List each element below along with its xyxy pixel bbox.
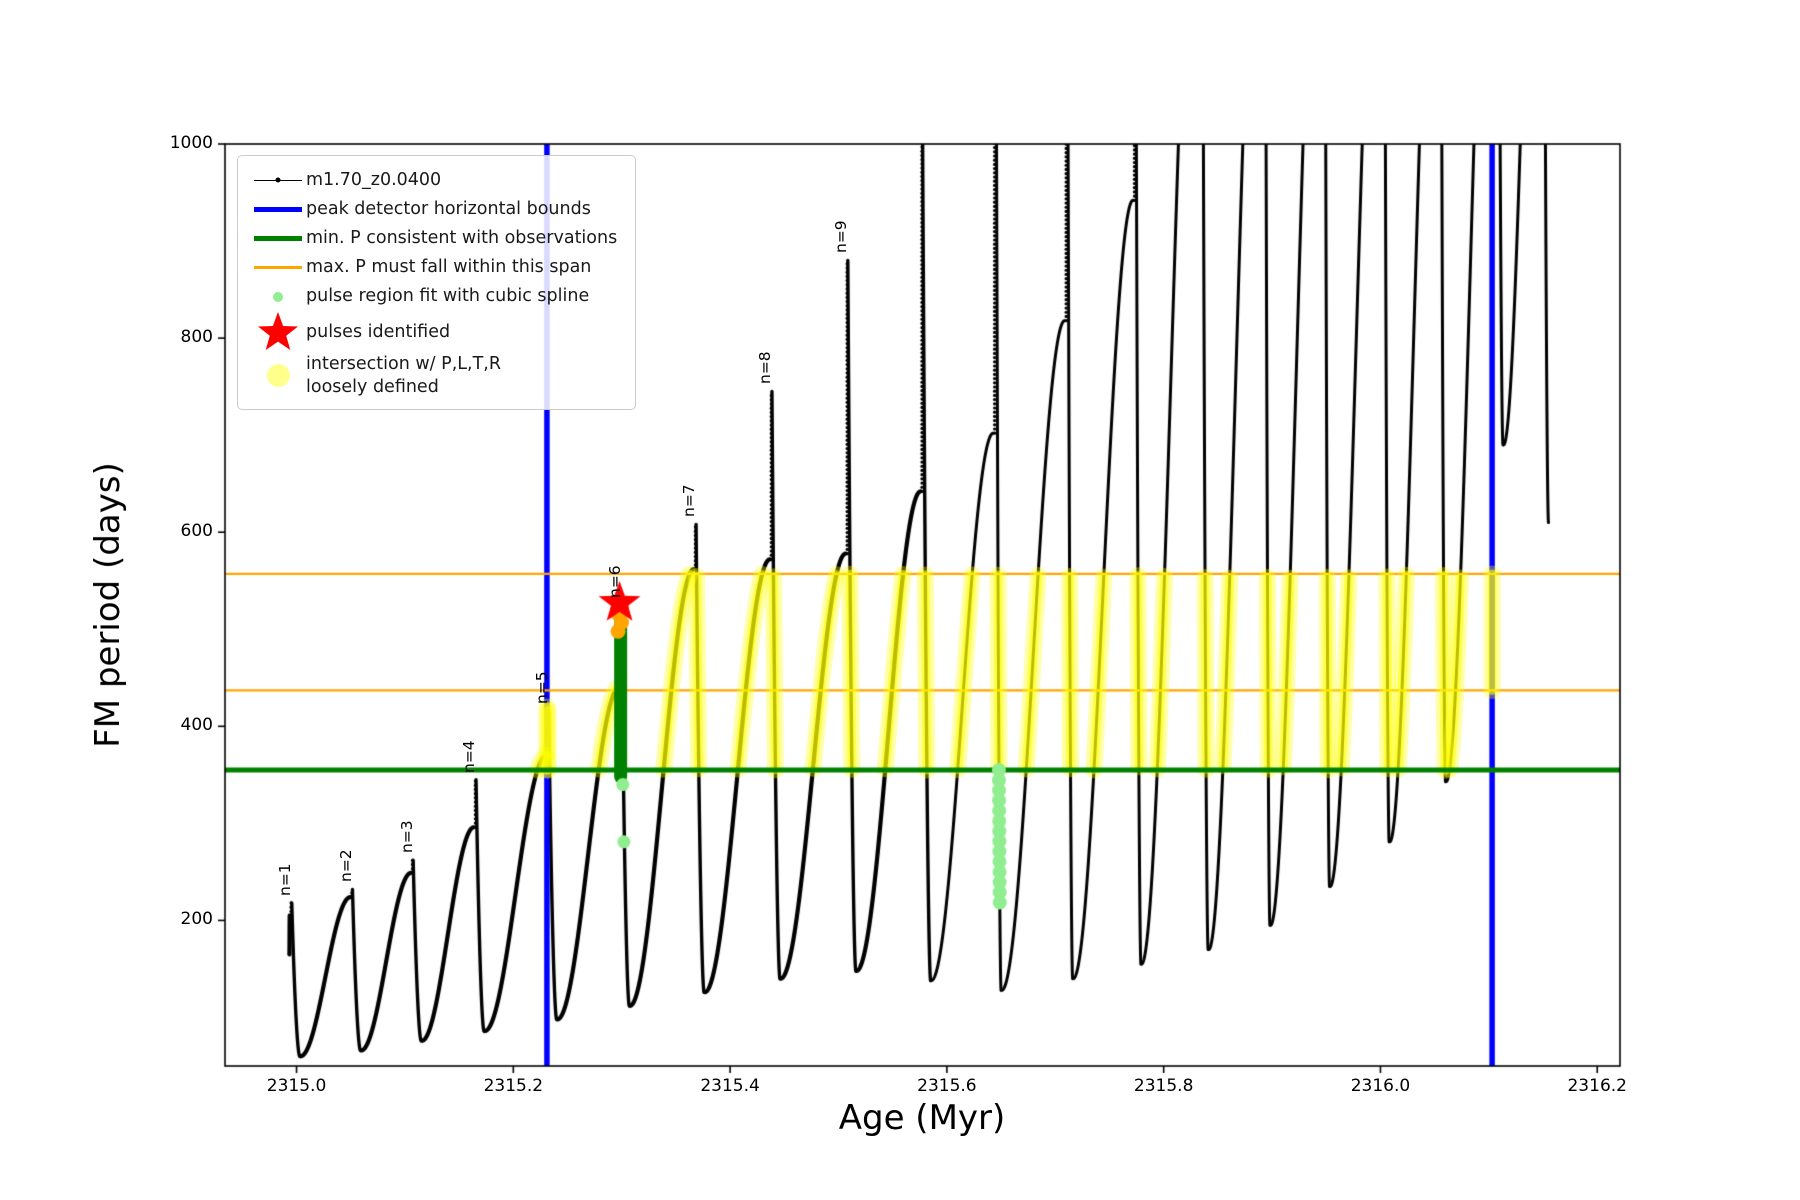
x-tick-label: 2315.2 [483, 1076, 544, 1096]
legend-item-label: peak detector horizontal bounds [306, 199, 591, 220]
pulse-number-label: n=3 [397, 820, 416, 854]
legend-item: pulse region fit with cubic spline [250, 282, 617, 311]
intersection-dot-icon [250, 364, 306, 388]
span-line-icon [250, 266, 306, 269]
pulse-number-label: n=6 [605, 565, 624, 598]
legend-item-label: pulse region fit with cubic spline [306, 286, 590, 307]
legend-item-label: max. P must fall within this span [306, 257, 592, 278]
legend-item-label: intersection w/ P,L,T,R loosely defined [306, 354, 501, 397]
x-tick-label: 2315.6 [917, 1076, 977, 1096]
pulse-number-label: n=4 [460, 740, 479, 773]
y-tick-label: 400 [180, 715, 213, 736]
x-tick-label: 2316.0 [1350, 1076, 1411, 1096]
legend-item-label: min. P consistent with observations [306, 228, 618, 249]
x-tick-label: 2315.8 [1133, 1076, 1194, 1096]
legend-item-label: pulses identified [306, 321, 451, 342]
legend-item: m1.70_z0.0400 [250, 166, 617, 195]
pulse-number-label: n=8 [756, 351, 775, 385]
y-tick-label: 800 [180, 327, 213, 348]
legend-item: pulses identified [250, 311, 617, 353]
y-tick-label: 200 [180, 909, 213, 930]
pulse-star-icon [250, 311, 306, 353]
pulse-number-label: n=2 [336, 849, 355, 883]
legend-item: max. P must fall within this span [250, 253, 617, 282]
x-tick-label: 2316.2 [1567, 1076, 1627, 1096]
y-tick-label: 1000 [169, 133, 213, 153]
legend-item: min. P consistent with observations [250, 224, 617, 253]
pulse-number-label: n=7 [680, 484, 699, 518]
x-tick-label: 2315.4 [700, 1076, 760, 1096]
pulse-number-label: n=1 [276, 863, 295, 896]
pulse-number-label: n=9 [832, 220, 851, 254]
spline-dot-icon [250, 291, 306, 302]
y-axis-label: FM period (days) [88, 462, 128, 748]
bound-line-icon [250, 206, 306, 213]
pulse-number-label: n=5 [533, 671, 551, 704]
bound-line-icon [250, 235, 306, 242]
y-tick-label: 600 [180, 521, 213, 542]
legend-item-label: m1.70_z0.0400 [306, 170, 442, 191]
x-tick-label: 2315.0 [266, 1076, 327, 1096]
series-line-icon [250, 177, 306, 183]
legend-item: intersection w/ P,L,T,R loosely defined [250, 353, 617, 399]
x-axis-label: Age (Myr) [838, 1098, 1006, 1138]
legend-item: peak detector horizontal bounds [250, 195, 617, 224]
